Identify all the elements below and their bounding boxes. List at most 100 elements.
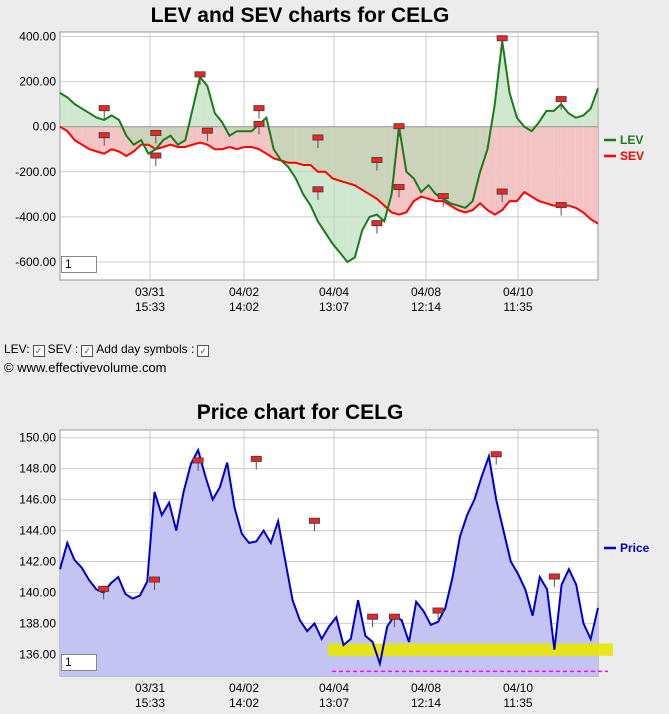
sev-area — [214, 126, 223, 150]
day-marker — [98, 585, 110, 592]
x-tick-label: 03/31 — [135, 681, 165, 695]
sev-area — [568, 126, 576, 208]
lev-label: LEV: — [4, 342, 30, 356]
x-tick-label: 11:35 — [503, 696, 532, 710]
sev-area — [192, 126, 201, 145]
highlight-band — [328, 643, 613, 656]
lev-area — [141, 126, 149, 154]
lev-area — [74, 104, 83, 127]
y-tick-label: 146.00 — [19, 493, 56, 507]
sev-area — [82, 126, 90, 150]
lev-area — [192, 77, 201, 127]
y-tick-label: 400.00 — [19, 30, 56, 44]
sev-area — [236, 126, 245, 150]
lev-area — [421, 126, 429, 193]
day-marker — [437, 193, 449, 200]
day-marker — [250, 455, 262, 462]
y-tick-label: -600.00 — [15, 255, 56, 269]
lev-area — [89, 113, 97, 127]
day-marker — [432, 607, 444, 614]
day-marker — [253, 120, 265, 127]
day-marker — [548, 573, 560, 580]
zoom-input[interactable]: 1 — [61, 256, 97, 273]
lev-area — [295, 126, 304, 195]
y-tick-label: 148.00 — [19, 462, 56, 476]
y-tick-label: 136.00 — [19, 647, 56, 661]
lev-area — [317, 126, 326, 233]
day-marker — [150, 152, 162, 159]
lev-area — [303, 126, 311, 206]
x-tick-label: 04/04 — [319, 285, 349, 299]
sev-label: SEV : — [47, 342, 79, 356]
lev-sev-chart: LEV and SEV charts for CELG 400.00 200.00… — [15, 4, 644, 314]
legend-entry: Price — [620, 541, 650, 555]
chart-title: Price chart for CELG — [197, 401, 404, 424]
sev-area — [487, 126, 495, 215]
copyright[interactable]: © www.effectivevolume.com — [4, 360, 167, 375]
lev-area — [354, 126, 363, 258]
x-tick-label: 04/08 — [411, 681, 441, 695]
x-tick-label: 03/31 — [135, 285, 165, 299]
day-marker — [308, 517, 320, 524]
legend-entry: SEV — [620, 149, 644, 163]
y-tick-label: 150.00 — [19, 431, 56, 445]
x-tick-label: 04/04 — [319, 681, 349, 695]
lev-area — [310, 126, 318, 222]
day-marker — [371, 220, 383, 227]
lev-area — [126, 126, 134, 145]
x-tick-label: 04/08 — [411, 285, 441, 299]
x-tick-label: 04/10 — [503, 681, 533, 695]
lev-area — [583, 108, 591, 127]
x-tick-label: 14:02 — [229, 300, 259, 314]
lev-area — [561, 104, 569, 127]
lev-area — [450, 126, 458, 206]
day-marker — [98, 132, 110, 139]
lev-area — [406, 126, 414, 179]
zoom-input[interactable]: 1 — [61, 654, 97, 671]
sev-area — [583, 126, 591, 220]
lev-area — [67, 97, 75, 127]
day-marker — [98, 105, 110, 112]
sev-checkbox[interactable]: ✓ — [81, 345, 94, 357]
x-tick-label: 12:14 — [411, 696, 441, 710]
lev-area — [502, 41, 510, 127]
y-tick-label: 144.00 — [19, 524, 56, 538]
lev-line — [59, 40, 599, 264]
day-marker — [194, 71, 206, 78]
sev-area — [111, 126, 119, 152]
day-symbols-checkbox[interactable]: ✓ — [197, 345, 210, 357]
lev-area — [111, 115, 119, 127]
lev-area — [376, 126, 385, 222]
day-marker — [371, 157, 383, 164]
chart-title: LEV and SEV charts for CELG — [151, 4, 450, 27]
lev-area — [472, 126, 481, 202]
price-area — [60, 450, 598, 676]
lev-area — [443, 126, 451, 204]
sev-area — [590, 126, 598, 224]
y-tick-label: 138.00 — [19, 616, 56, 630]
x-tick-label: 04/10 — [503, 285, 533, 299]
lev-area — [288, 126, 296, 179]
y-tick-label: 0.00 — [33, 120, 57, 134]
sev-area — [258, 126, 267, 154]
lev-area — [170, 126, 178, 145]
sev-area — [531, 126, 540, 202]
day-marker — [312, 186, 324, 193]
day-marker — [393, 184, 405, 191]
x-tick-label: 04/02 — [229, 681, 259, 695]
lev-checkbox[interactable]: ✓ — [32, 345, 45, 357]
lev-area — [236, 126, 245, 132]
lev-area — [413, 126, 422, 193]
day-marker — [490, 451, 502, 458]
sev-area — [524, 126, 532, 197]
lev-area — [244, 126, 252, 132]
sev-area — [561, 126, 569, 206]
lev-area — [104, 115, 112, 127]
sev-area — [553, 126, 562, 206]
day-marker — [555, 96, 567, 103]
sev-area — [89, 126, 97, 152]
sev-line — [59, 125, 599, 225]
day-marker — [192, 457, 204, 464]
lev-area — [465, 126, 473, 208]
